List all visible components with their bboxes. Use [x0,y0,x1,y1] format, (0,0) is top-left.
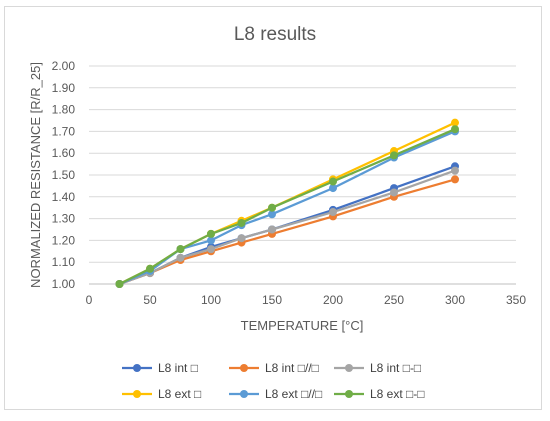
y-tick-label: 1.50 [52,168,76,182]
data-point [176,245,185,254]
y-tick-label: 2.00 [52,59,76,73]
data-point [207,236,215,245]
legend-label: L8 int □ [158,361,198,375]
legend-marker [345,364,353,372]
data-point [268,210,276,219]
legend-item: L8 ext □//□ [229,387,322,401]
x-tick-label: 50 [143,293,157,307]
data-point [207,245,215,254]
data-point [451,125,459,134]
legend-item: L8 int □//□ [229,361,319,375]
data-point [451,118,459,127]
data-point [390,188,398,197]
legend-item: L8 int □-□ [334,361,421,375]
y-tick-label: 1.80 [52,103,76,117]
legend-marker [240,364,248,372]
data-point [451,166,459,175]
series-line [119,178,456,286]
series-layer [115,118,459,288]
data-point [146,264,154,273]
y-tick-label: 1.40 [52,190,76,204]
legend-label: L8 int □//□ [265,361,319,375]
data-point [176,253,185,262]
x-tick-label: 150 [262,293,282,307]
data-point [115,280,124,288]
x-tick-label: 200 [323,293,343,307]
x-tick-label: 350 [506,293,526,307]
legend-label: L8 ext □ [158,387,201,401]
x-tick-label: 300 [445,293,465,307]
legend-item: L8 ext □-□ [334,387,425,401]
y-tick-label: 1.30 [52,212,76,226]
legend: L8 int □ L8 int □//□ L8 int □-□ L8 ext □ L8 … [122,361,425,401]
series-2 [115,175,459,288]
y-tick-label: 1.60 [52,146,76,160]
y-tick-label: 1.10 [52,255,76,269]
data-point [390,151,398,160]
series-line [119,130,456,286]
y-tick-label: 1.00 [52,277,76,291]
x-tick-label: 0 [86,293,93,307]
legend-item: L8 ext □ [122,387,201,401]
data-point [451,175,459,184]
series-6 [115,125,459,288]
legend-item: L8 int □ [122,361,198,375]
axes: 1.00 1.10 1.20 1.30 1.40 1.50 1.60 1.70 1.80 1.90… [52,59,527,307]
y-tick-label: 1.90 [52,81,76,95]
data-point [329,177,337,186]
data-point [268,203,276,212]
data-point [329,184,337,193]
x-tick-label: 100 [201,293,221,307]
legend-label: L8 int □-□ [370,361,421,375]
y-axis-label: NORMALIZED RESISTANCE [R/R_25] [28,62,43,288]
legend-marker [133,364,141,372]
legend-label: L8 ext □//□ [265,387,322,401]
legend-marker [133,390,141,398]
y-tick-label: 1.20 [52,233,76,247]
legend-label: L8 ext □-□ [370,387,425,401]
data-point [207,229,215,238]
series-line [119,169,456,286]
x-tick-label: 250 [384,293,404,307]
legend-marker [345,390,353,398]
data-point [237,218,246,227]
x-axis-label: TEMPERATURE [°C] [241,318,364,333]
grid [89,65,516,285]
series-line [118,121,456,286]
data-point [237,234,246,243]
data-point [268,225,276,234]
chart-title: L8 results [234,24,316,45]
y-tick-label: 1.70 [52,124,76,138]
series-3 [115,166,459,288]
data-point [329,208,337,217]
legend-marker [240,390,248,398]
